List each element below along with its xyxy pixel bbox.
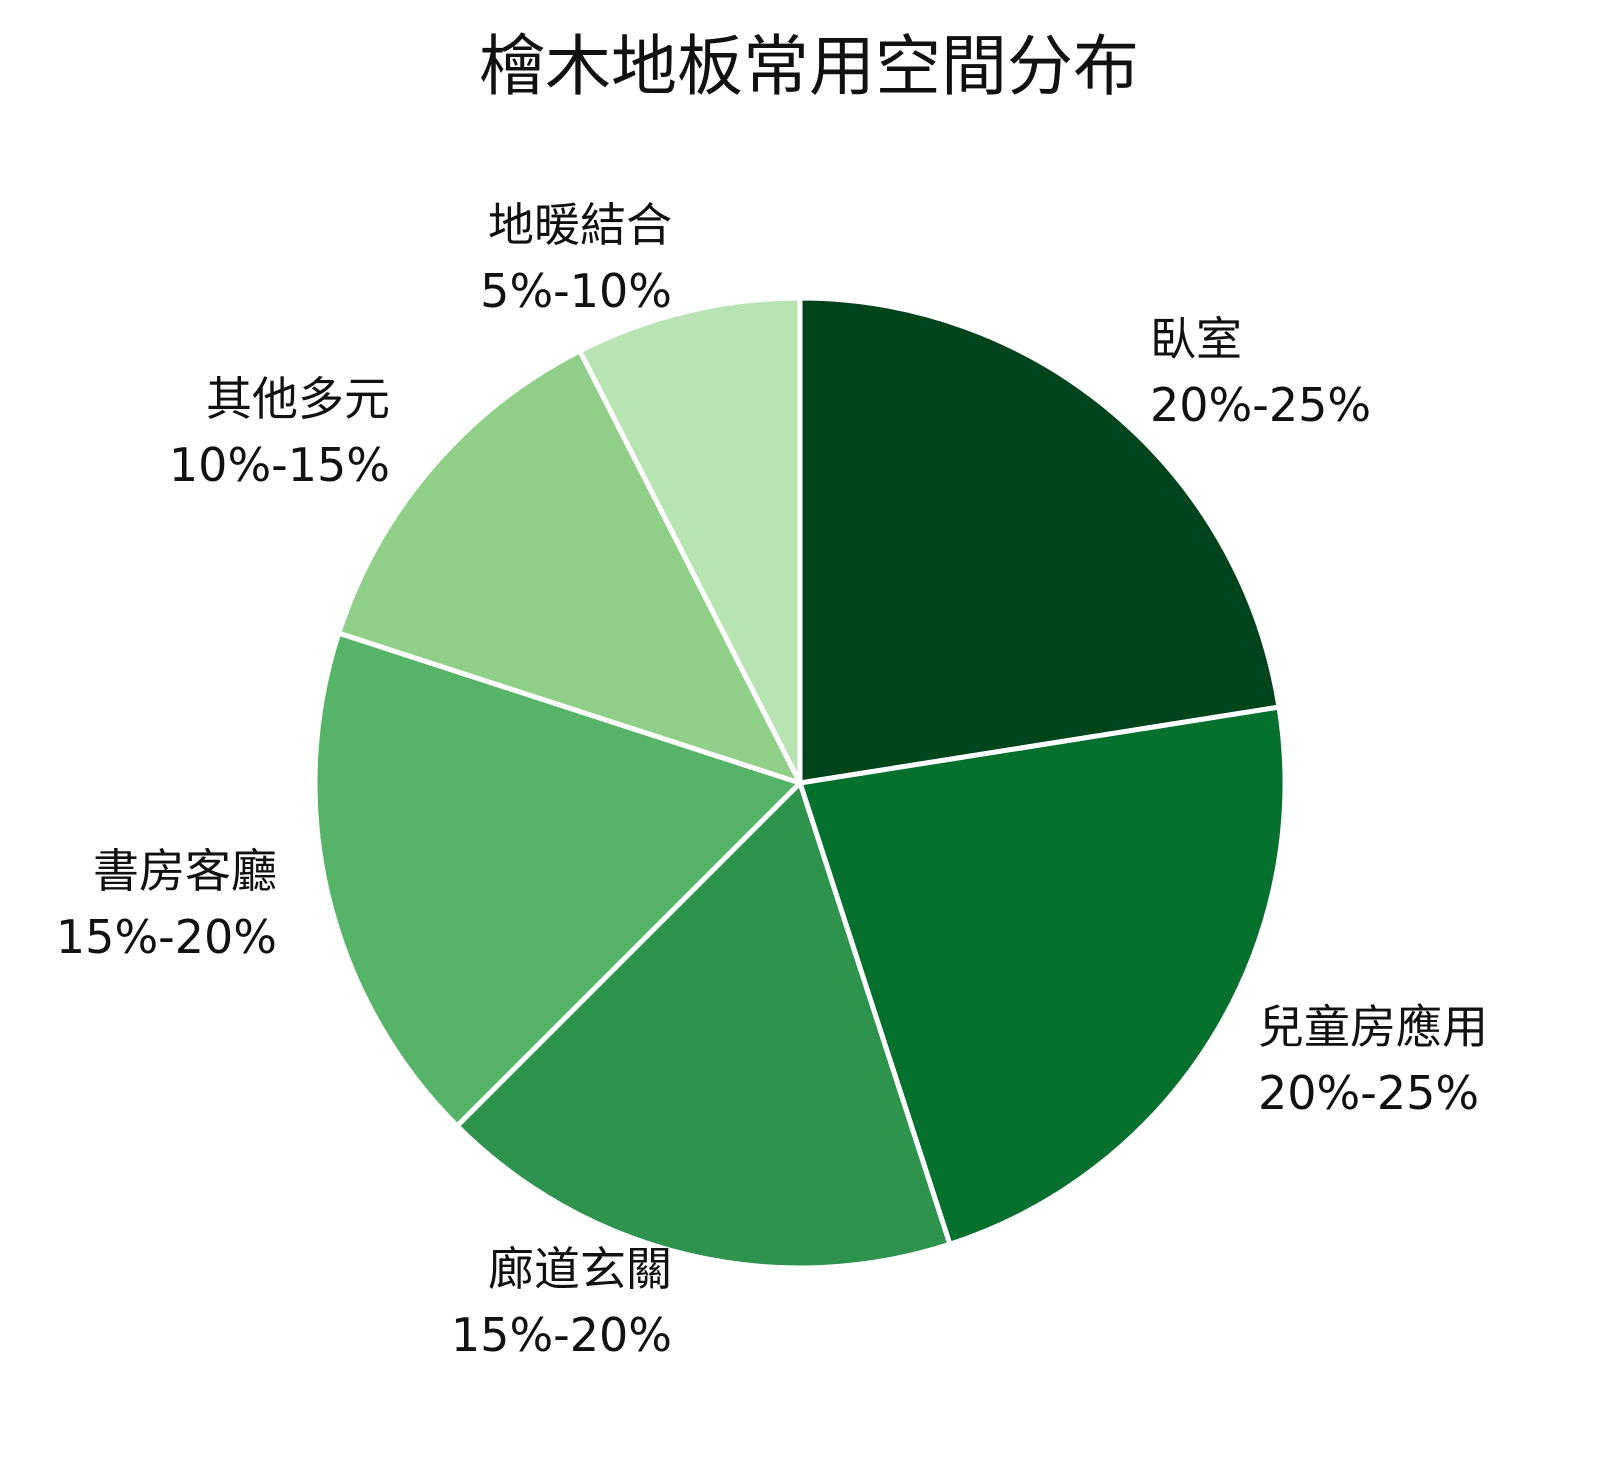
pie-slice-3 (312, 630, 803, 1129)
slice-label-range: 5%-10% (480, 264, 672, 318)
slice-label-range: 15%-20% (450, 1308, 672, 1362)
pie-slice-0 (797, 295, 1282, 786)
slice-label-study-living: 書房客廳 15%-20% (56, 838, 277, 970)
slice-label-name: 廊道玄關 (488, 1242, 672, 1296)
slice-label-name: 其他多元 (206, 372, 390, 426)
pie-slice-1 (797, 704, 1288, 1247)
slice-label-range: 15%-20% (55, 910, 277, 964)
slice-label-other: 其他多元 10%-15% (169, 366, 390, 498)
chart-title: 檜木地板常用空間分布 (479, 28, 1139, 105)
slice-label-name: 地暖結合 (488, 198, 672, 252)
slice-label-range: 20%-25% (1258, 1066, 1480, 1120)
pie-slice-5 (577, 295, 803, 786)
pie-slice-2 (454, 780, 953, 1271)
slice-label-range: 20%-25% (1150, 378, 1372, 432)
slice-label-bedroom: 臥室 20%-25% (1150, 306, 1371, 438)
slice-label-hallway: 廊道玄關 15%-20% (451, 1236, 672, 1368)
slice-label-floor-heating: 地暖結合 5%-10% (480, 192, 672, 324)
slice-label-name: 兒童房應用 (1258, 1000, 1488, 1054)
slice-label-name: 書房客廳 (93, 844, 277, 898)
slice-label-range: 10%-15% (168, 438, 390, 492)
slice-label-kids-room: 兒童房應用 20%-25% (1258, 994, 1488, 1126)
slice-label-name: 臥室 (1150, 312, 1242, 366)
pie-slice-4 (336, 348, 803, 786)
